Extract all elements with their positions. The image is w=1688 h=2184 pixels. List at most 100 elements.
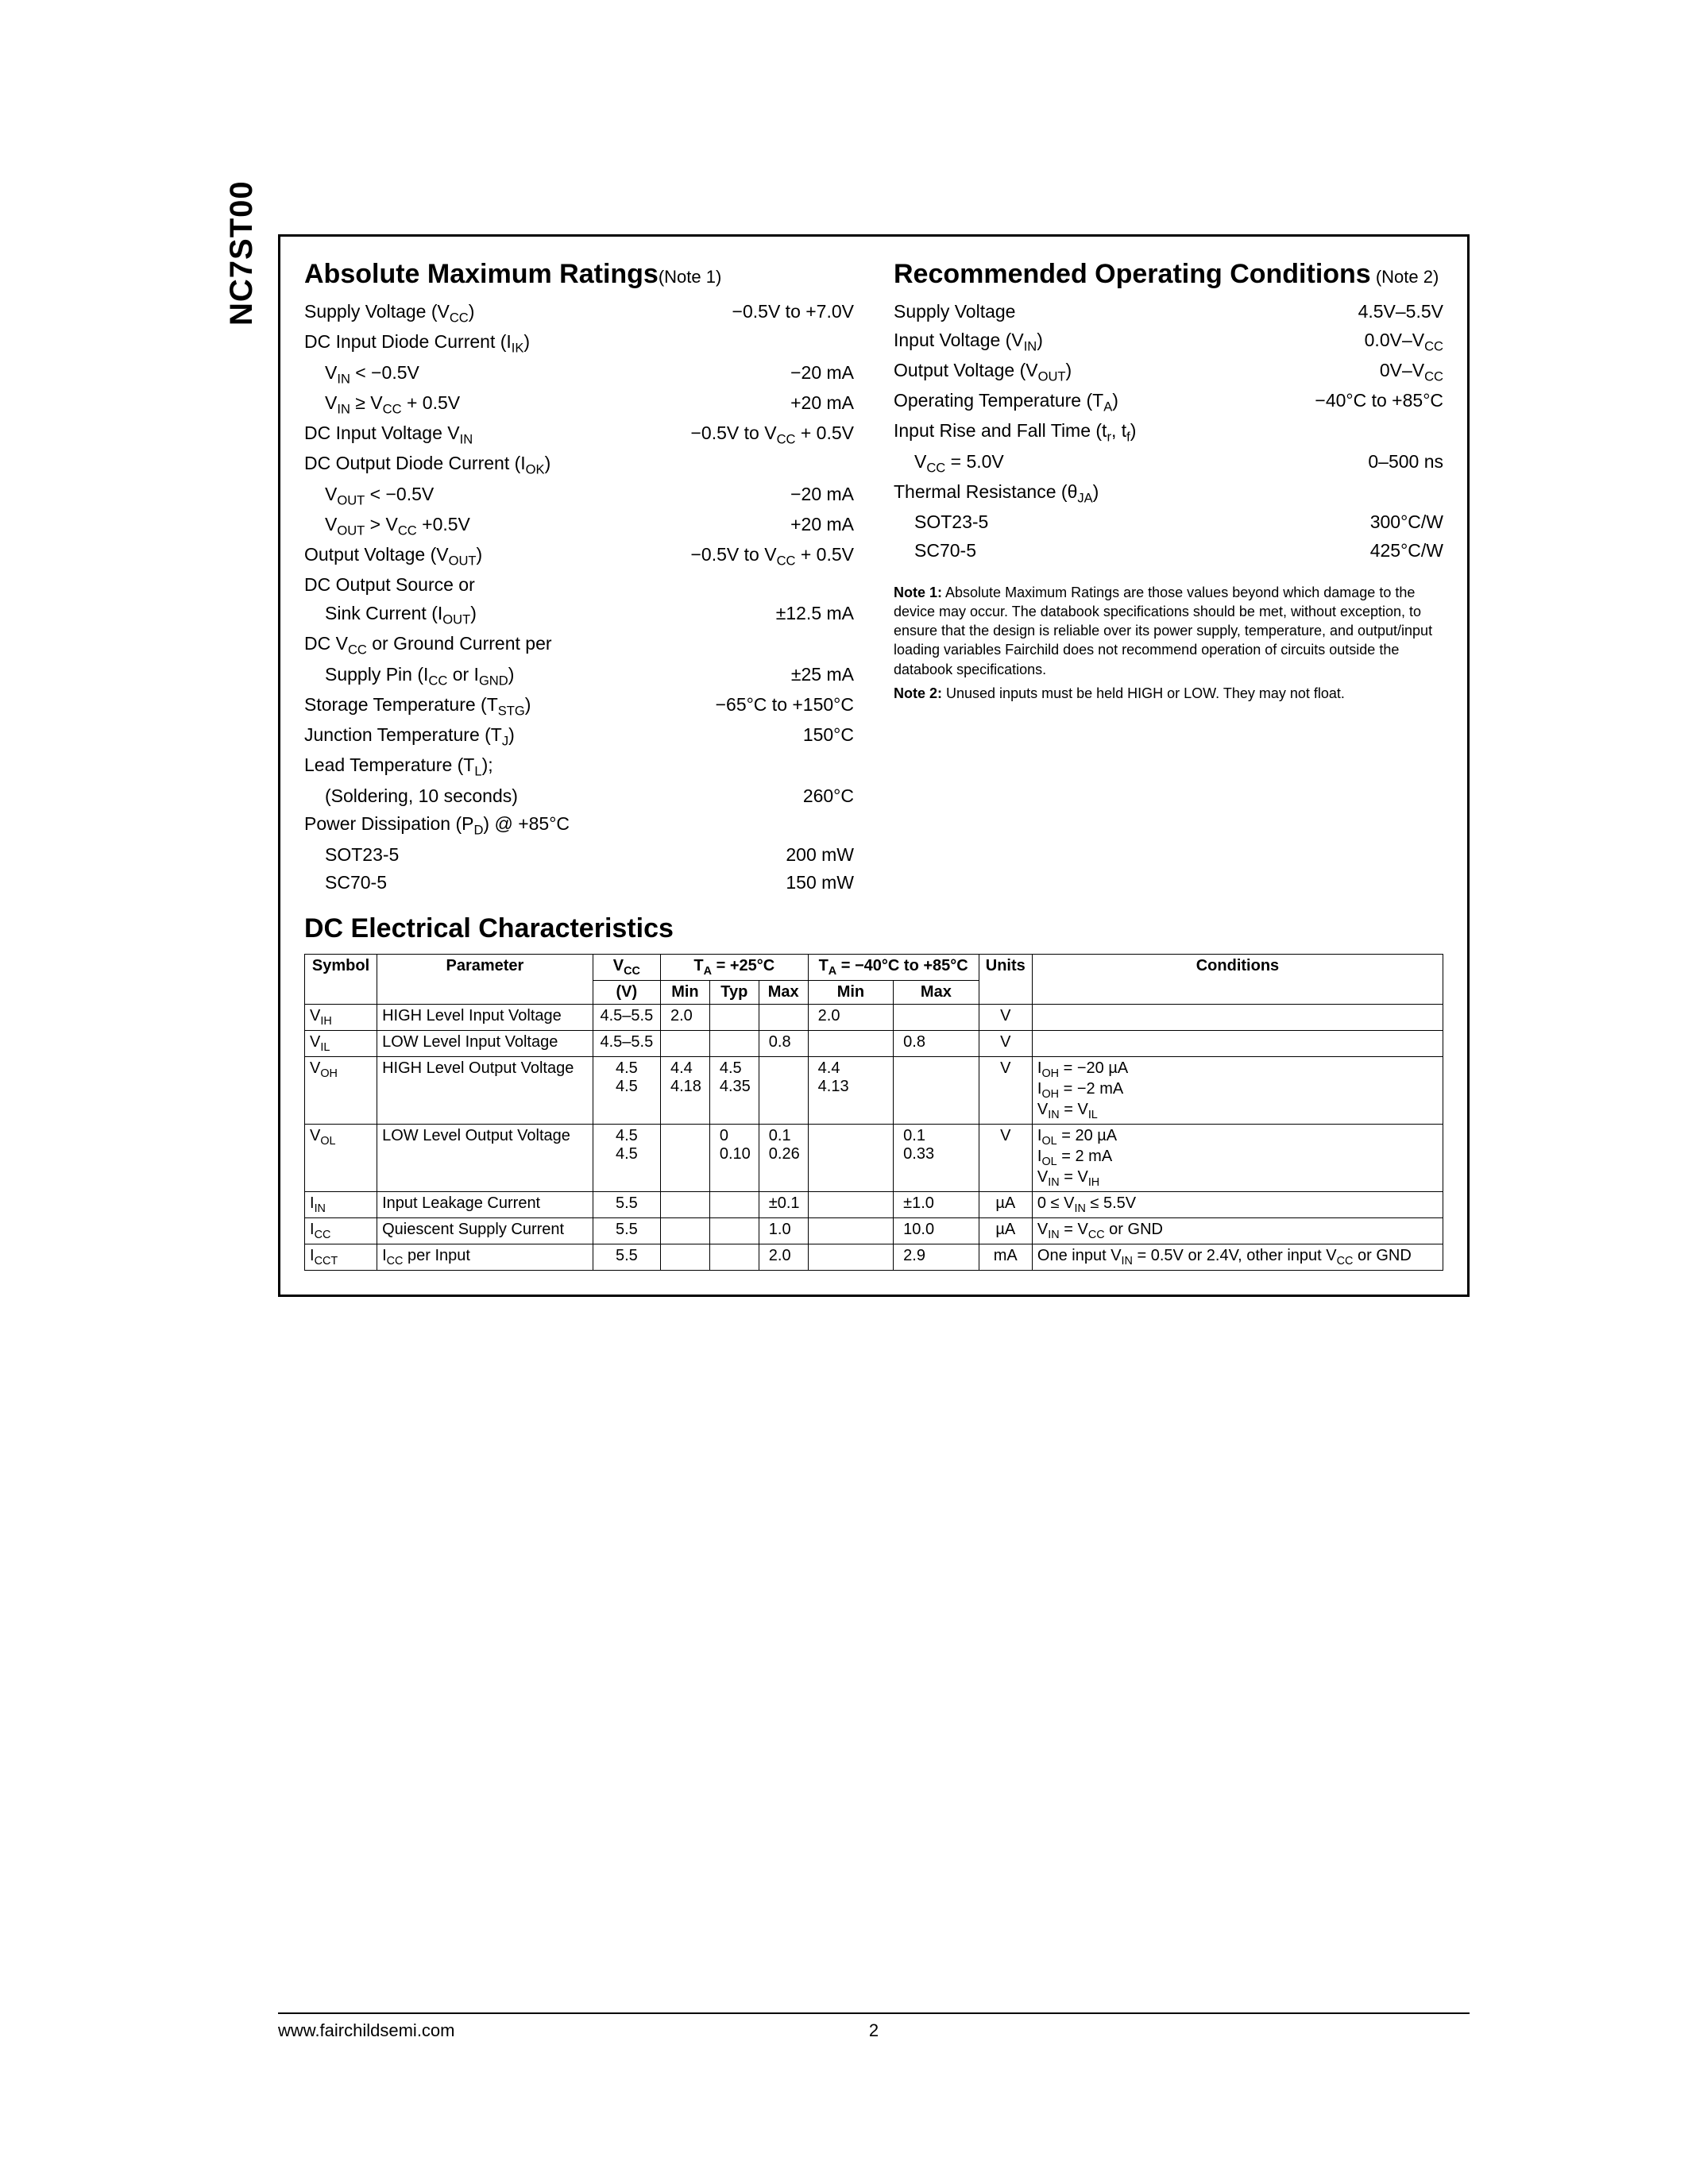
abs-max-title: Absolute Maximum Ratings(Note 1) (304, 259, 854, 290)
spec-value: +20 mA (790, 389, 854, 419)
spec-row: Supply Voltage (VCC) −0.5V to +7.0V (304, 298, 854, 328)
cell-max: 0.10.26 (759, 1124, 808, 1191)
spec-label: VIN < −0.5V (325, 359, 419, 389)
th-min2: Min (808, 980, 893, 1004)
th-vcc-unit: (V) (593, 980, 660, 1004)
cell-max2: 0.10.33 (894, 1124, 979, 1191)
cell-param: HIGH Level Output Voltage (377, 1056, 593, 1124)
cell-sym: VOH (305, 1056, 377, 1124)
cell-param: Input Leakage Current (377, 1191, 593, 1217)
cell-max2 (894, 1056, 979, 1124)
spec-value: 150 mW (786, 869, 854, 897)
cell-vcc: 5.5 (593, 1217, 660, 1244)
footer-page-number: 2 (869, 2020, 879, 2041)
cell-vcc: 4.5–5.5 (593, 1004, 660, 1030)
spec-value: ±25 mA (791, 661, 854, 691)
spec-value: 0.0V–VCC (1365, 326, 1443, 357)
cell-cond: 0 ≤ VIN ≤ 5.5V (1032, 1191, 1443, 1217)
spec-row: Power Dissipation (PD) @ +85°C (304, 810, 854, 840)
cell-typ (709, 1191, 759, 1217)
note-1: Note 1: Absolute Maximum Ratings are tho… (894, 583, 1443, 679)
spec-label: Supply Voltage (VCC) (304, 298, 474, 328)
spec-label: DC Output Source or (304, 571, 475, 600)
rec-op-rows: Supply Voltage4.5V–5.5VInput Voltage (VI… (894, 298, 1443, 565)
cell-vcc: 5.5 (593, 1244, 660, 1270)
cell-param: ICC per Input (377, 1244, 593, 1270)
spec-label: VIN ≥ VCC + 0.5V (325, 389, 460, 419)
cell-min (660, 1217, 709, 1244)
table-row: VOHHIGH Level Output Voltage4.54.54.44.1… (305, 1056, 1443, 1124)
spec-value: 0V–VCC (1380, 357, 1443, 387)
spec-value: 0–500 ns (1368, 448, 1443, 478)
spec-row: Supply Voltage 4.5V–5.5V (894, 298, 1443, 326)
cell-max: 0.8 (759, 1030, 808, 1056)
spec-row: Thermal Resistance (θJA) (894, 478, 1443, 508)
spec-label: Sink Current (IOUT) (325, 600, 477, 630)
cell-min (660, 1124, 709, 1191)
cell-max (759, 1056, 808, 1124)
spec-row: Junction Temperature (TJ)150°C (304, 721, 854, 751)
cell-min2 (808, 1217, 893, 1244)
spec-label: DC Input Diode Current (IIK) (304, 328, 530, 358)
spec-value: −0.5V to VCC + 0.5V (691, 541, 855, 571)
rec-op-section: Recommended Operating Conditions (Note 2… (894, 259, 1443, 897)
cell-max: 1.0 (759, 1217, 808, 1244)
cell-sym: IIN (305, 1191, 377, 1217)
th-typ: Typ (709, 980, 759, 1004)
cell-cond: VIN = VCC or GND (1032, 1217, 1443, 1244)
cell-typ (709, 1030, 759, 1056)
spec-value: −0.5V to +7.0V (732, 298, 854, 328)
cell-param: LOW Level Input Voltage (377, 1030, 593, 1056)
cell-param: LOW Level Output Voltage (377, 1124, 593, 1191)
spec-row: SC70-5150 mW (304, 869, 854, 897)
spec-row: Input Rise and Fall Time (tr, tf) (894, 417, 1443, 447)
part-number-side-label: NC7ST00 (224, 180, 260, 326)
spec-value: ±12.5 mA (776, 600, 854, 630)
table-row: ICCTICC per Input5.52.02.9mAOne input VI… (305, 1244, 1443, 1270)
dc-title: DC Electrical Characteristics (304, 913, 1443, 944)
cell-vcc: 4.54.5 (593, 1124, 660, 1191)
cell-max: ±0.1 (759, 1191, 808, 1217)
datasheet-page: NC7ST00 Absolute Maximum Ratings(Note 1)… (0, 0, 1688, 2184)
cell-units: V (979, 1030, 1032, 1056)
spec-row: VCC = 5.0V 0–500 ns (894, 448, 1443, 478)
spec-value: 200 mW (786, 841, 854, 870)
spec-row: Output Voltage (VOUT)0V–VCC (894, 357, 1443, 387)
spec-label: SC70-5 (914, 537, 976, 565)
spec-label: DC VCC or Ground Current per (304, 630, 552, 660)
spec-label: VCC = 5.0V (914, 448, 1004, 478)
cell-param: HIGH Level Input Voltage (377, 1004, 593, 1030)
footer-url: www.fairchildsemi.com (278, 2020, 455, 2041)
spec-row: Input Voltage (VIN) 0.0V–VCC (894, 326, 1443, 357)
cell-sym: VIH (305, 1004, 377, 1030)
note-2: Note 2: Unused inputs must be held HIGH … (894, 684, 1443, 703)
table-row: IINInput Leakage Current5.5±0.1±1.0µA0 ≤… (305, 1191, 1443, 1217)
cell-typ: 00.10 (709, 1124, 759, 1191)
page-footer: www.fairchildsemi.com 2 (278, 2012, 1470, 2041)
spec-row: Sink Current (IOUT) ±12.5 mA (304, 600, 854, 630)
cell-vcc: 4.5–5.5 (593, 1030, 660, 1056)
spec-label: DC Output Diode Current (IOK) (304, 450, 550, 480)
cell-units: V (979, 1056, 1032, 1124)
content-frame: Absolute Maximum Ratings(Note 1) Supply … (278, 234, 1470, 1297)
spec-row: Lead Temperature (TL); (304, 751, 854, 781)
spec-label: Supply Voltage (894, 298, 1015, 326)
spec-value: 4.5V–5.5V (1358, 298, 1443, 326)
th-units: Units (979, 954, 1032, 1004)
cell-min2: 2.0 (808, 1004, 893, 1030)
spec-label: Supply Pin (ICC or IGND) (325, 661, 514, 691)
cell-max2: 10.0 (894, 1217, 979, 1244)
spec-row: VOUT < −0.5V−20 mA (304, 480, 854, 511)
spec-value: −0.5V to VCC + 0.5V (691, 419, 855, 450)
cell-param: Quiescent Supply Current (377, 1217, 593, 1244)
cell-sym: ICCT (305, 1244, 377, 1270)
cell-min (660, 1191, 709, 1217)
cell-typ: 4.54.35 (709, 1056, 759, 1124)
th-symbol: Symbol (305, 954, 377, 1004)
spec-row: VOUT > VCC +0.5V+20 mA (304, 511, 854, 541)
spec-label: Lead Temperature (TL); (304, 751, 493, 781)
cell-cond (1032, 1030, 1443, 1056)
spec-label: Storage Temperature (TSTG) (304, 691, 531, 721)
th-parameter: Parameter (377, 954, 593, 1004)
spec-label: Input Voltage (VIN) (894, 326, 1043, 357)
